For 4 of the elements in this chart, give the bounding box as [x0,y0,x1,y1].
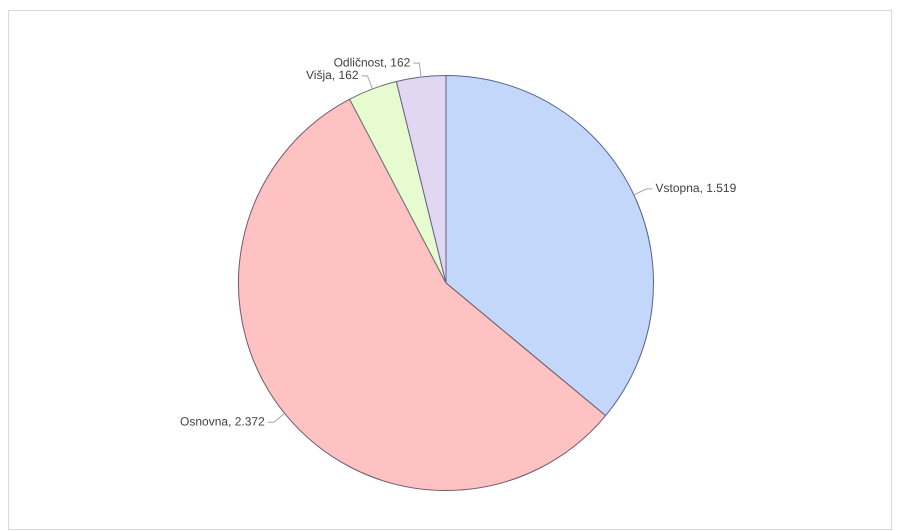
slice-label: Vstopna, 1.519 [656,181,737,196]
slice-label: Osnovna, 2.372 [180,414,266,429]
slice-label: Višja, 162 [306,68,359,82]
slice-label: Odličnost, 162 [334,55,411,70]
